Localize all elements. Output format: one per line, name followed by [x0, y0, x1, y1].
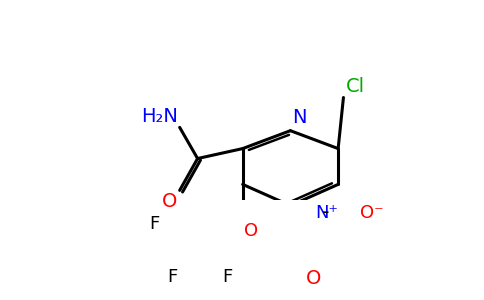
Text: -: - [322, 202, 329, 222]
Text: F: F [167, 268, 178, 286]
Text: N⁺: N⁺ [315, 204, 338, 222]
Text: O: O [244, 221, 258, 239]
Text: F: F [149, 214, 159, 232]
Text: O: O [306, 268, 321, 288]
Text: N: N [292, 108, 306, 128]
Text: O: O [162, 192, 177, 211]
Text: F: F [222, 268, 232, 286]
Text: Cl: Cl [346, 77, 364, 96]
Text: O⁻: O⁻ [360, 204, 384, 222]
Text: H₂N: H₂N [141, 107, 178, 126]
